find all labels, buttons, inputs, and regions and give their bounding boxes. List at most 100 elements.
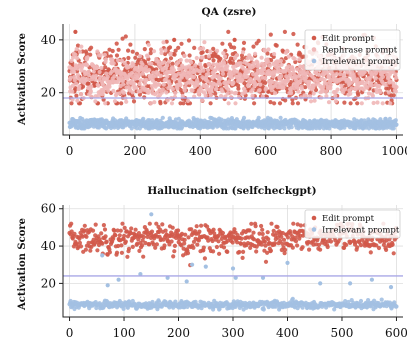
point-rephrase-prompt [316, 80, 321, 85]
point-edit-prompt [225, 249, 230, 254]
point-rephrase-prompt [222, 54, 228, 59]
point-edit-prompt [237, 249, 242, 255]
point-rephrase-prompt [75, 72, 81, 78]
point-edit-prompt [195, 242, 200, 247]
point-edit-prompt [231, 61, 236, 66]
point-rephrase-prompt [98, 75, 103, 80]
point-rephrase-prompt [137, 81, 142, 87]
point-edit-prompt [280, 241, 285, 246]
point-rephrase-prompt [196, 92, 201, 97]
point-edit-prompt [136, 57, 141, 63]
point-rephrase-prompt [112, 99, 118, 104]
point-edit-prompt [241, 40, 247, 46]
point-rephrase-prompt [339, 83, 344, 88]
point-rephrase-prompt [175, 86, 180, 91]
point-edit-prompt [232, 45, 237, 50]
point-edit-prompt [115, 228, 120, 233]
y-axis-label: Activation Score [17, 218, 28, 311]
point-irrelevant-prompt [203, 264, 208, 269]
point-rephrase-prompt [218, 82, 223, 87]
point-edit-prompt [179, 231, 185, 236]
point-edit-prompt [117, 233, 122, 238]
point-edit-prompt [192, 45, 197, 51]
point-edit-prompt [134, 51, 140, 56]
hallucination-panel: Hallucination (selfcheckgpt) Activation … [17, 185, 407, 340]
point-edit-prompt [116, 47, 121, 52]
point-edit-prompt [86, 81, 91, 86]
point-irrelevant-prompt [149, 212, 154, 217]
chart-title: Hallucination (selfcheckgpt) [147, 185, 316, 197]
point-irrelevant-prompt [394, 304, 399, 309]
point-edit-prompt [295, 243, 300, 248]
point-edit-prompt [265, 51, 270, 56]
point-edit-prompt [163, 228, 168, 233]
point-rephrase-prompt [88, 89, 93, 94]
point-rephrase-prompt [105, 74, 110, 79]
point-edit-prompt [384, 247, 389, 252]
point-edit-prompt [104, 239, 109, 244]
point-rephrase-prompt [211, 62, 216, 67]
point-rephrase-prompt [327, 75, 332, 80]
point-edit-prompt [208, 101, 213, 106]
point-edit-prompt [275, 224, 280, 230]
point-rephrase-prompt [272, 51, 277, 57]
point-rephrase-prompt [75, 98, 80, 103]
point-edit-prompt [230, 240, 235, 245]
point-edit-prompt [189, 227, 194, 232]
point-rephrase-prompt [163, 48, 168, 53]
point-rephrase-prompt [162, 60, 167, 65]
point-rephrase-prompt [214, 82, 219, 88]
point-edit-prompt [282, 29, 287, 34]
point-rephrase-prompt [185, 98, 191, 103]
point-rephrase-prompt [253, 51, 258, 57]
point-rephrase-prompt [184, 58, 189, 63]
point-irrelevant-prompt [300, 305, 305, 310]
point-rephrase-prompt [194, 55, 199, 61]
point-edit-prompt [210, 238, 215, 244]
point-edit-prompt [107, 47, 112, 52]
point-rephrase-prompt [277, 77, 283, 82]
point-rephrase-prompt [262, 48, 267, 54]
point-edit-prompt [130, 95, 136, 100]
point-edit-prompt [205, 224, 210, 229]
point-rephrase-prompt [333, 93, 338, 98]
point-rephrase-prompt [137, 54, 142, 59]
point-rephrase-prompt [68, 75, 73, 80]
point-edit-prompt [116, 243, 121, 249]
point-rephrase-prompt [195, 80, 200, 85]
point-edit-prompt [163, 51, 168, 57]
point-edit-prompt [125, 254, 130, 259]
point-edit-prompt [114, 53, 120, 58]
point-edit-prompt [274, 43, 279, 48]
point-edit-prompt [284, 86, 289, 91]
point-edit-prompt [206, 238, 211, 243]
point-rephrase-prompt [138, 89, 143, 94]
point-rephrase-prompt [91, 69, 96, 74]
point-edit-prompt [356, 92, 361, 97]
point-rephrase-prompt [225, 91, 230, 96]
point-edit-prompt [110, 48, 115, 54]
point-rephrase-prompt [168, 51, 173, 56]
point-rephrase-prompt [258, 82, 263, 87]
point-rephrase-prompt [164, 90, 169, 95]
point-rephrase-prompt [266, 59, 271, 64]
point-edit-prompt [268, 32, 273, 37]
point-rephrase-prompt [72, 78, 77, 83]
point-rephrase-prompt [93, 77, 98, 82]
point-rephrase-prompt [176, 60, 181, 65]
point-edit-prompt [218, 56, 223, 61]
point-rephrase-prompt [149, 61, 154, 66]
point-edit-prompt [103, 234, 108, 239]
x-tick-label: 200 [167, 326, 190, 340]
point-edit-prompt [80, 84, 86, 89]
point-rephrase-prompt [104, 71, 109, 76]
point-rephrase-prompt [107, 84, 112, 89]
point-irrelevant-prompt [289, 125, 294, 130]
point-rephrase-prompt [226, 87, 231, 92]
point-rephrase-prompt [161, 82, 166, 87]
point-rephrase-prompt [231, 80, 236, 85]
point-rephrase-prompt [77, 49, 83, 54]
point-edit-prompt [259, 242, 264, 247]
point-edit-prompt [260, 227, 265, 232]
point-edit-prompt [194, 224, 199, 229]
